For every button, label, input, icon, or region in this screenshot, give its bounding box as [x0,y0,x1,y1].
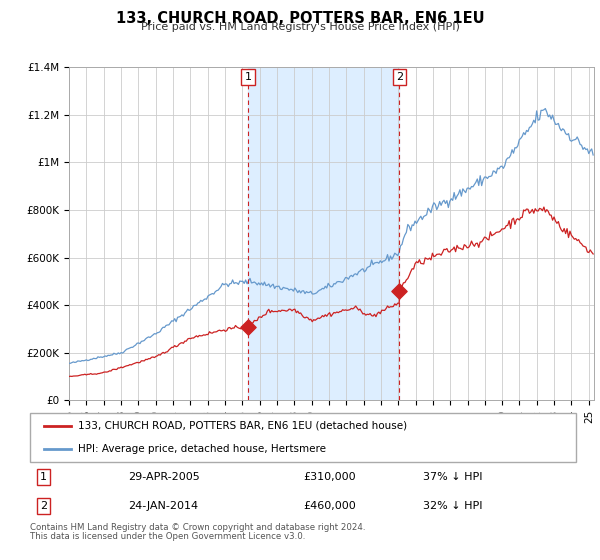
Text: £310,000: £310,000 [303,472,356,482]
Text: Contains HM Land Registry data © Crown copyright and database right 2024.: Contains HM Land Registry data © Crown c… [30,523,365,532]
Text: 1: 1 [40,472,47,482]
Text: Price paid vs. HM Land Registry's House Price Index (HPI): Price paid vs. HM Land Registry's House … [140,22,460,32]
Text: 2: 2 [396,72,403,82]
Text: This data is licensed under the Open Government Licence v3.0.: This data is licensed under the Open Gov… [30,532,305,541]
Text: £460,000: £460,000 [303,501,356,511]
Text: 29-APR-2005: 29-APR-2005 [128,472,200,482]
Text: 37% ↓ HPI: 37% ↓ HPI [423,472,482,482]
Text: 133, CHURCH ROAD, POTTERS BAR, EN6 1EU (detached house): 133, CHURCH ROAD, POTTERS BAR, EN6 1EU (… [78,421,407,431]
Text: 1: 1 [244,72,251,82]
Point [395,287,404,296]
Text: HPI: Average price, detached house, Hertsmere: HPI: Average price, detached house, Hert… [78,444,326,454]
Bar [248,67,400,400]
FancyBboxPatch shape [30,413,576,462]
Point [243,322,253,331]
Text: 133, CHURCH ROAD, POTTERS BAR, EN6 1EU: 133, CHURCH ROAD, POTTERS BAR, EN6 1EU [116,11,484,26]
Text: 32% ↓ HPI: 32% ↓ HPI [423,501,482,511]
Text: 24-JAN-2014: 24-JAN-2014 [128,501,199,511]
Text: 2: 2 [40,501,47,511]
